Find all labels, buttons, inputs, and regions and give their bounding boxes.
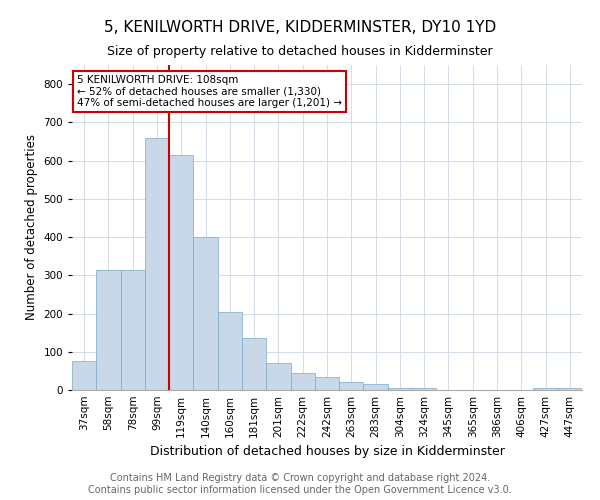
Text: Size of property relative to detached houses in Kidderminster: Size of property relative to detached ho… — [107, 45, 493, 58]
Text: Contains HM Land Registry data © Crown copyright and database right 2024.
Contai: Contains HM Land Registry data © Crown c… — [88, 474, 512, 495]
Bar — [193, 237, 218, 390]
Bar — [121, 270, 145, 390]
Bar — [242, 338, 266, 390]
Bar — [96, 270, 121, 390]
Bar — [364, 384, 388, 390]
Bar — [266, 363, 290, 390]
Bar — [533, 388, 558, 390]
Y-axis label: Number of detached properties: Number of detached properties — [25, 134, 38, 320]
Bar — [388, 388, 412, 390]
Bar — [145, 138, 169, 390]
Bar — [315, 376, 339, 390]
X-axis label: Distribution of detached houses by size in Kidderminster: Distribution of detached houses by size … — [149, 446, 505, 458]
Bar — [72, 362, 96, 390]
Bar — [558, 388, 582, 390]
Text: 5, KENILWORTH DRIVE, KIDDERMINSTER, DY10 1YD: 5, KENILWORTH DRIVE, KIDDERMINSTER, DY10… — [104, 20, 496, 35]
Bar — [412, 388, 436, 390]
Bar — [218, 312, 242, 390]
Bar — [169, 155, 193, 390]
Bar — [290, 373, 315, 390]
Text: 5 KENILWORTH DRIVE: 108sqm
← 52% of detached houses are smaller (1,330)
47% of s: 5 KENILWORTH DRIVE: 108sqm ← 52% of deta… — [77, 74, 342, 108]
Bar — [339, 382, 364, 390]
